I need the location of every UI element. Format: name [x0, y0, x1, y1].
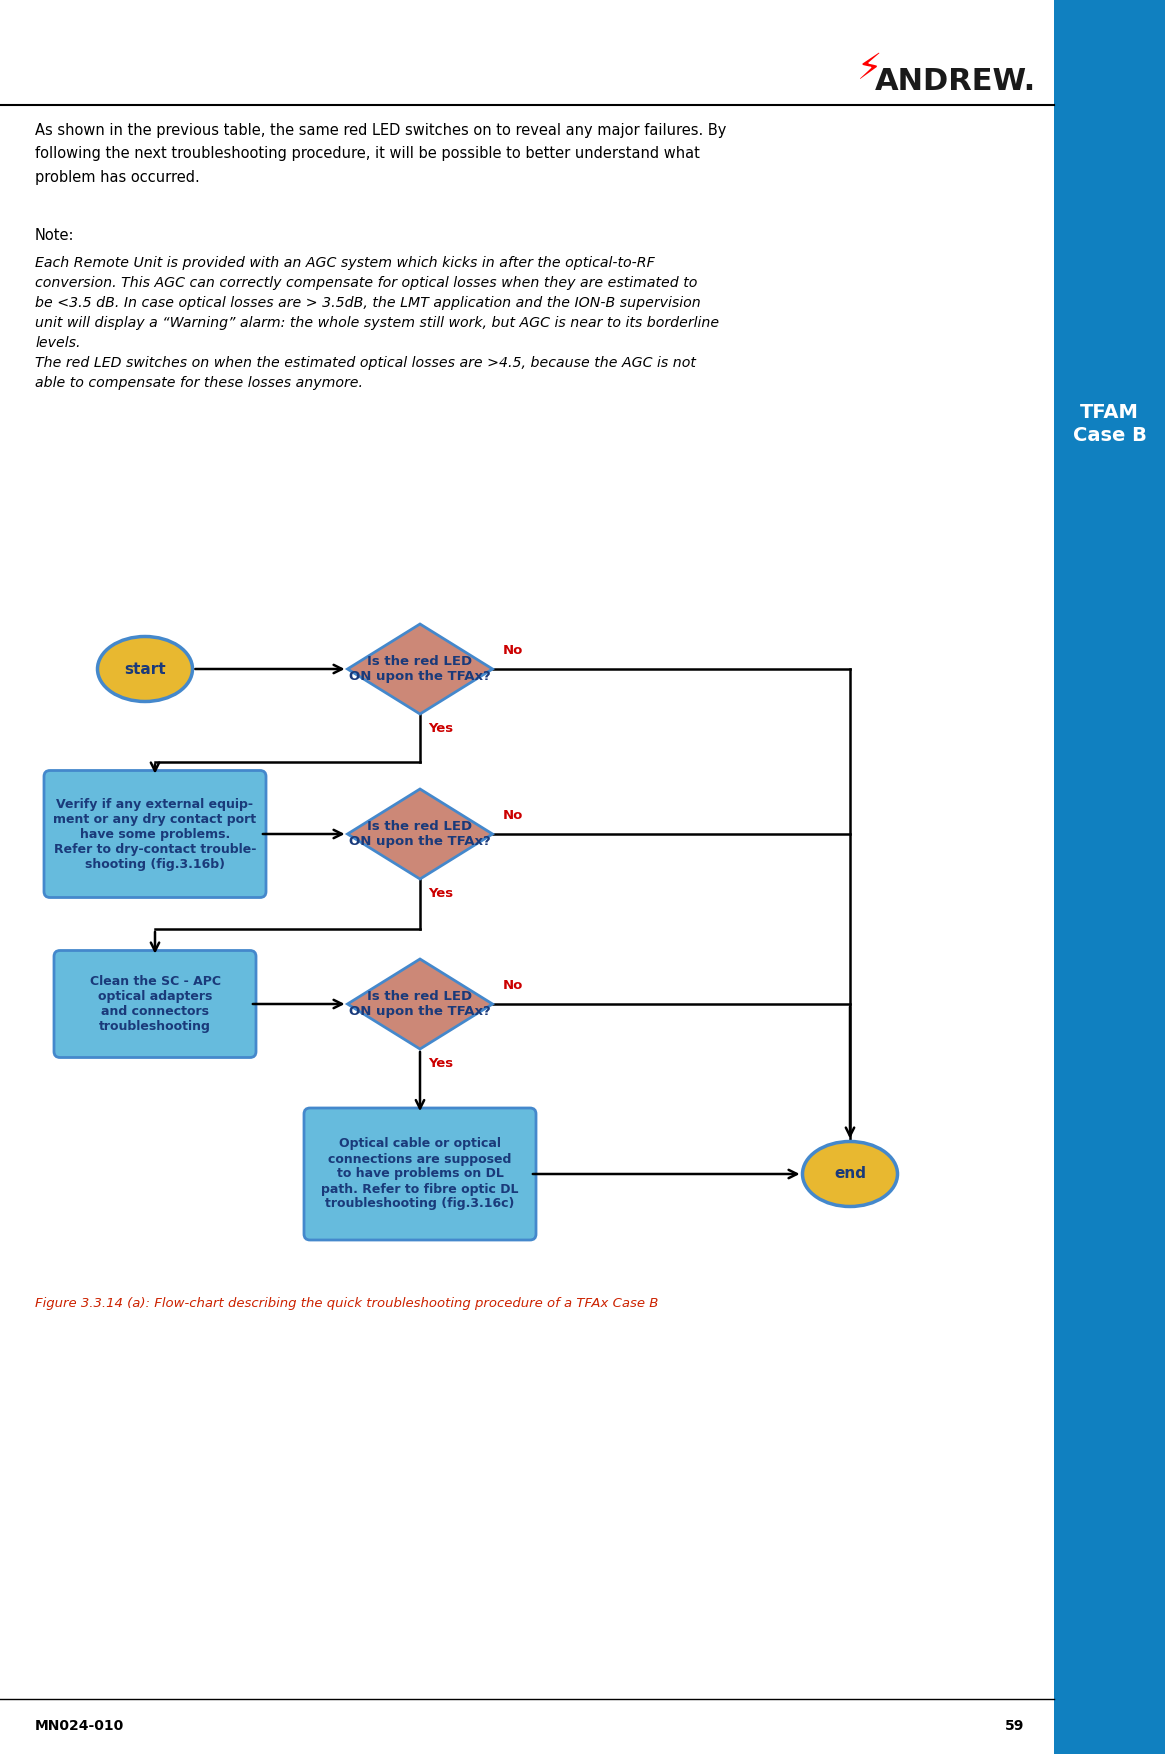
Polygon shape — [347, 789, 493, 879]
Text: Is the red LED
ON upon the TFAx?: Is the red LED ON upon the TFAx? — [350, 821, 490, 847]
Bar — [1054, 0, 1165, 1754]
Text: As shown in the previous table, the same red LED switches on to reveal any major: As shown in the previous table, the same… — [35, 123, 726, 184]
Text: Verify if any external equip-
ment or any dry contact port
have some problems.
R: Verify if any external equip- ment or an… — [54, 798, 256, 870]
Ellipse shape — [98, 637, 192, 702]
Polygon shape — [347, 959, 493, 1049]
FancyBboxPatch shape — [304, 1109, 536, 1240]
Text: TFAM
Case B: TFAM Case B — [1073, 403, 1146, 446]
Text: MN024-010: MN024-010 — [35, 1719, 125, 1733]
Text: start: start — [125, 661, 165, 677]
Text: No: No — [502, 644, 523, 658]
FancyBboxPatch shape — [54, 951, 256, 1058]
Text: Note:: Note: — [35, 228, 75, 244]
Text: end: end — [834, 1166, 866, 1182]
Text: Figure 3.3.14 (a): Flow-chart describing the quick troubleshooting procedure of : Figure 3.3.14 (a): Flow-chart describing… — [35, 1298, 658, 1310]
Text: ⚡: ⚡ — [857, 53, 883, 86]
Text: Each Remote Unit is provided with an AGC system which kicks in after the optical: Each Remote Unit is provided with an AGC… — [35, 256, 719, 391]
Text: Yes: Yes — [428, 723, 453, 735]
Text: Is the red LED
ON upon the TFAx?: Is the red LED ON upon the TFAx? — [350, 989, 490, 1017]
Ellipse shape — [803, 1142, 897, 1207]
Text: 59: 59 — [1005, 1719, 1024, 1733]
Text: Is the red LED
ON upon the TFAx?: Is the red LED ON upon the TFAx? — [350, 654, 490, 682]
Polygon shape — [347, 624, 493, 714]
Text: ANDREW.: ANDREW. — [875, 67, 1036, 96]
Text: Yes: Yes — [428, 888, 453, 900]
FancyBboxPatch shape — [44, 770, 266, 898]
Text: Clean the SC - APC
optical adapters
and connectors
troubleshooting: Clean the SC - APC optical adapters and … — [90, 975, 220, 1033]
Text: Yes: Yes — [428, 1058, 453, 1070]
Text: No: No — [502, 809, 523, 823]
Text: Optical cable or optical
connections are supposed
to have problems on DL
path. R: Optical cable or optical connections are… — [322, 1138, 518, 1210]
Text: No: No — [502, 979, 523, 993]
